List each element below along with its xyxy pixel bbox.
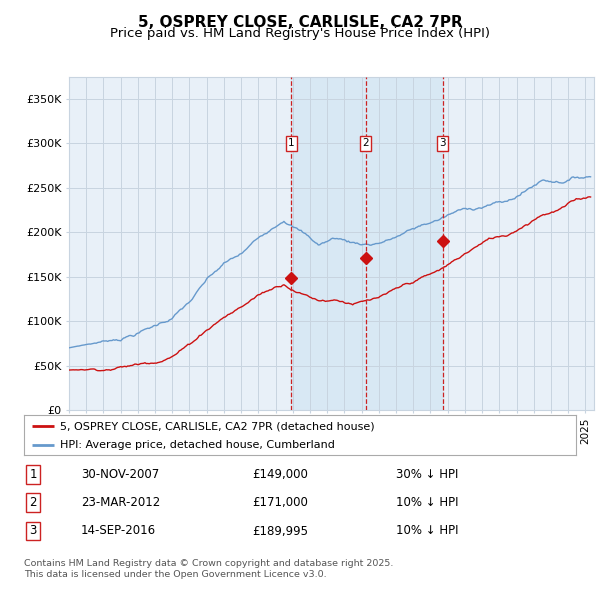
Text: Price paid vs. HM Land Registry's House Price Index (HPI): Price paid vs. HM Land Registry's House …	[110, 27, 490, 40]
Text: £149,000: £149,000	[252, 468, 308, 481]
Text: 1: 1	[29, 468, 37, 481]
Text: 2: 2	[29, 496, 37, 509]
Text: 10% ↓ HPI: 10% ↓ HPI	[396, 525, 458, 537]
Text: 5, OSPREY CLOSE, CARLISLE, CA2 7PR: 5, OSPREY CLOSE, CARLISLE, CA2 7PR	[137, 15, 463, 30]
Text: 30-NOV-2007: 30-NOV-2007	[81, 468, 159, 481]
Text: 30% ↓ HPI: 30% ↓ HPI	[396, 468, 458, 481]
Text: 3: 3	[440, 139, 446, 148]
Text: 5, OSPREY CLOSE, CARLISLE, CA2 7PR (detached house): 5, OSPREY CLOSE, CARLISLE, CA2 7PR (deta…	[60, 421, 374, 431]
Text: 3: 3	[29, 525, 37, 537]
Text: 14-SEP-2016: 14-SEP-2016	[81, 525, 156, 537]
Text: £171,000: £171,000	[252, 496, 308, 509]
Text: 1: 1	[288, 139, 295, 148]
Text: 23-MAR-2012: 23-MAR-2012	[81, 496, 160, 509]
Text: £189,995: £189,995	[252, 525, 308, 537]
Text: 2: 2	[362, 139, 369, 148]
Text: Contains HM Land Registry data © Crown copyright and database right 2025.
This d: Contains HM Land Registry data © Crown c…	[24, 559, 394, 579]
Text: HPI: Average price, detached house, Cumberland: HPI: Average price, detached house, Cumb…	[60, 440, 335, 450]
Bar	[292, 77, 443, 410]
Text: 10% ↓ HPI: 10% ↓ HPI	[396, 496, 458, 509]
